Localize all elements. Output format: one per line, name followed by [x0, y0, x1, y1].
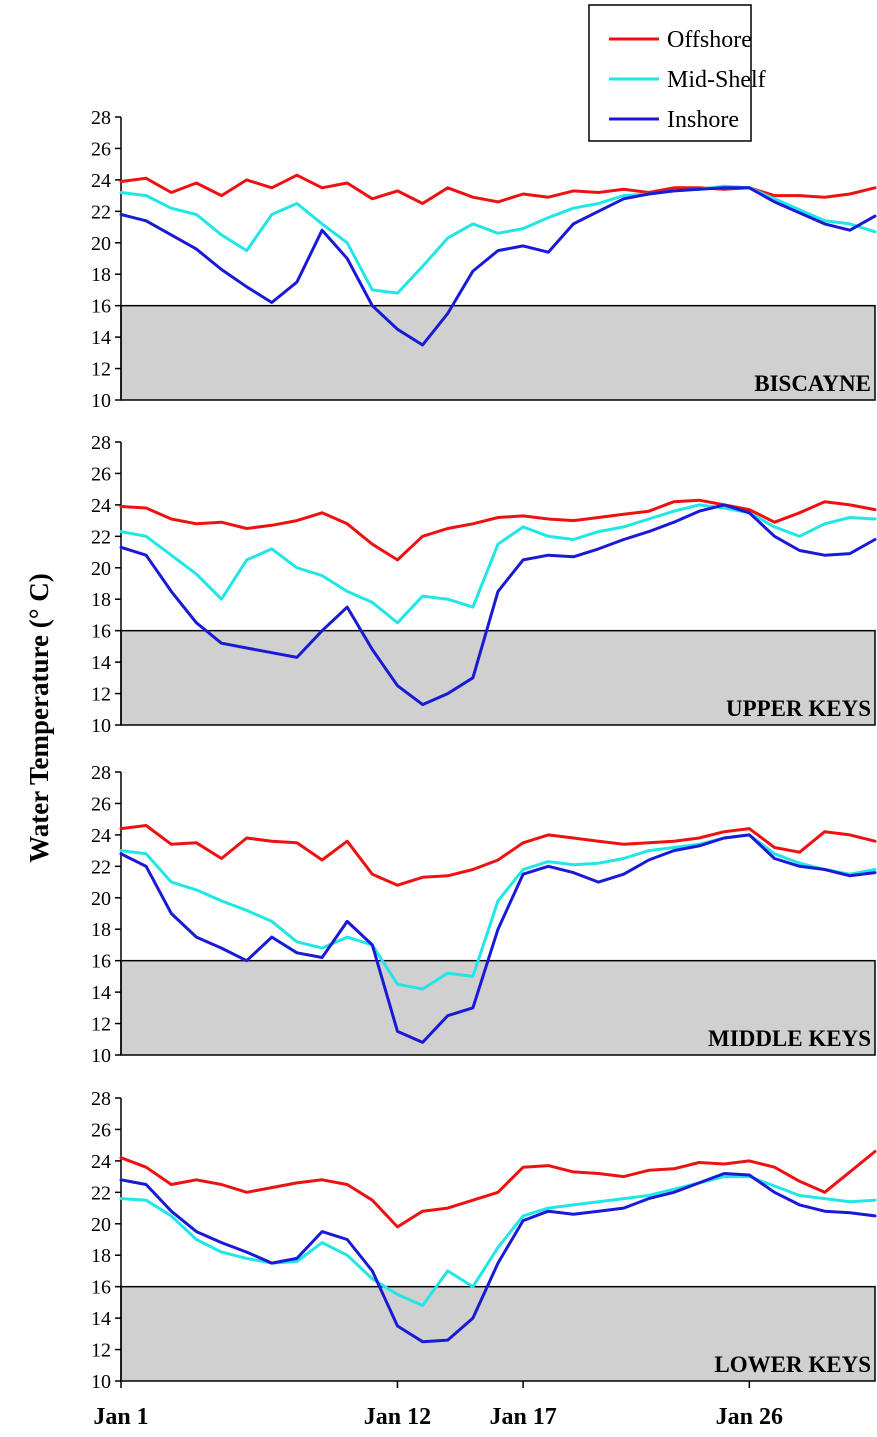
y-tick-label: 14 — [91, 327, 111, 349]
panels-layer: 10 12 14 16 18 20 22 24 26 28 BISCAYNE 10 12 14 16 18 20… — [91, 107, 877, 1393]
x-tick-label: Jan 1 — [93, 1404, 148, 1430]
x-tick-labels: Jan 1 Jan 12 Jan 17 Jan 26 — [93, 1404, 783, 1430]
y-tick-label: 26 — [91, 138, 111, 160]
y-tick-label: 20 — [91, 233, 111, 255]
y-tick-label: 12 — [91, 1340, 111, 1362]
y-tick-label: 10 — [91, 390, 111, 412]
legend-entries: Offshore Mid-Shelf Inshore — [609, 27, 766, 133]
y-tick-label: 26 — [91, 463, 111, 485]
x-tick-label: Jan 12 — [364, 1404, 431, 1430]
y-tick-label: 20 — [91, 558, 111, 580]
y-tick-label: 16 — [91, 296, 111, 318]
y-tick-label: 22 — [91, 856, 111, 878]
legend-label: Inshore — [667, 107, 739, 133]
y-tick-label: 24 — [91, 1151, 111, 1173]
series-line-inshore — [119, 503, 877, 707]
y-tick-label: 10 — [91, 715, 111, 737]
y-tick-label: 10 — [91, 1371, 111, 1393]
series-line-inshore — [119, 833, 877, 1044]
y-tick-label: 18 — [91, 264, 111, 286]
y-tick-label: 28 — [91, 1088, 111, 1110]
panel-label: LOWER KEYS — [714, 1352, 871, 1377]
y-tick-label: 28 — [91, 107, 111, 129]
y-tick-label: 12 — [91, 684, 111, 706]
y-axis-label: Water Temperature (° C) — [24, 573, 54, 863]
series-line-offshore — [119, 824, 877, 887]
y-tick-label: 28 — [91, 762, 111, 784]
series-line-offshore — [119, 1150, 877, 1229]
y-tick-label: 14 — [91, 652, 111, 674]
threshold-region — [120, 304, 876, 401]
x-tick-label: Jan 26 — [716, 1404, 783, 1430]
panel-label: BISCAYNE — [754, 371, 871, 396]
y-tick-label: 28 — [91, 432, 111, 454]
y-tick-label: 22 — [91, 1182, 111, 1204]
y-tick-label: 20 — [91, 1214, 111, 1236]
y-tick-label: 26 — [91, 1119, 111, 1141]
y-tick-label: 10 — [91, 1045, 111, 1067]
legend-label: Mid-Shelf — [667, 67, 766, 93]
panel-label: UPPER KEYS — [726, 696, 871, 721]
y-tick-label: 26 — [91, 793, 111, 815]
y-tick-label: 16 — [91, 951, 111, 973]
y-tick-label: 12 — [91, 1014, 111, 1036]
series-line-offshore — [119, 498, 877, 562]
threshold-region — [120, 629, 876, 726]
y-tick-label: 18 — [91, 1245, 111, 1267]
y-tick-label: 16 — [91, 621, 111, 643]
panel-lower-keys: 10 12 14 16 18 20 22 24 26 28 LOWER KEYS — [91, 1088, 877, 1393]
y-tick-label: 12 — [91, 359, 111, 381]
y-tick-label: 14 — [91, 982, 111, 1004]
series-line-inshore — [119, 186, 877, 347]
legend: Offshore Mid-Shelf Inshore — [588, 4, 766, 142]
y-tick-label: 24 — [91, 495, 111, 517]
y-tick-label: 24 — [91, 825, 111, 847]
panel-label: MIDDLE KEYS — [708, 1026, 871, 1051]
threshold-region — [120, 1285, 876, 1382]
y-tick-label: 20 — [91, 888, 111, 910]
series-line-offshore — [119, 173, 877, 205]
panel-middle-keys: 10 12 14 16 18 20 22 24 26 28 MIDDLE KEYS — [91, 762, 877, 1067]
panel-upper-keys: 10 12 14 16 18 20 22 24 26 28 UPPER KEYS — [91, 432, 877, 737]
y-tick-label: 16 — [91, 1277, 111, 1299]
y-tick-label: 18 — [91, 919, 111, 941]
y-tick-label: 14 — [91, 1308, 111, 1330]
series-line-inshore — [119, 1172, 877, 1344]
y-tick-label: 22 — [91, 201, 111, 223]
y-tick-label: 22 — [91, 526, 111, 548]
x-tick-label: Jan 17 — [489, 1404, 556, 1430]
y-tick-label: 24 — [91, 170, 111, 192]
panel-biscayne: 10 12 14 16 18 20 22 24 26 28 BISCAYNE — [91, 107, 877, 412]
y-tick-label: 18 — [91, 589, 111, 611]
legend-label: Offshore — [667, 27, 752, 53]
